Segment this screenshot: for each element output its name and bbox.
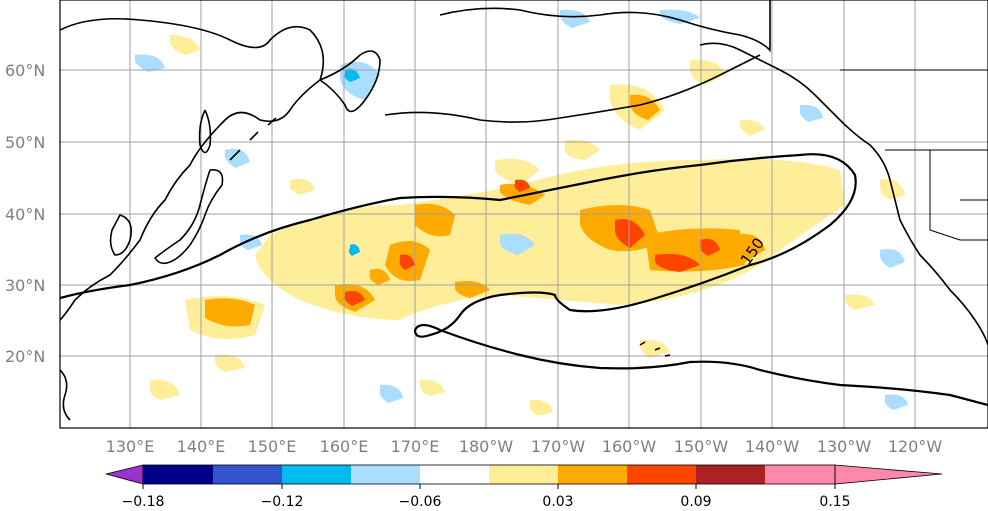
colorbar-segment (696, 465, 765, 484)
colorbar-tick-labels: −0.18 −0.12 −0.06 0.03 0.09 0.15 (122, 494, 851, 510)
lon-label: 140°W (745, 437, 800, 456)
lon-label: 150°E (248, 437, 297, 456)
anomaly-patches-deep-negative (344, 68, 360, 256)
map-area: 150 (60, 0, 988, 428)
map-frame (59, 0, 988, 429)
colorbar-segment (489, 465, 558, 484)
colorbar-ticks (142, 484, 836, 489)
colorbar-tick-label: −0.18 (122, 494, 165, 510)
climatology-contour (60, 153, 988, 407)
colorbar-tick-label: 0.09 (680, 494, 711, 510)
colorbar-segment (282, 465, 351, 484)
colorbar-tick-label: 0.15 (819, 494, 850, 510)
lat-label: 20°N (5, 347, 45, 366)
colorbar-segment (143, 465, 213, 484)
lat-label: 40°N (5, 205, 45, 224)
political-borders (769, 0, 988, 241)
colorbar-segment (765, 465, 835, 484)
lon-label: 180°W (459, 437, 514, 456)
lon-label: 130°W (817, 437, 872, 456)
lon-label: 140°E (177, 437, 226, 456)
lat-label: 60°N (5, 61, 45, 80)
latitude-labels: 60°N 50°N 40°N 30°N 20°N (5, 61, 45, 366)
lon-label: 160°W (602, 437, 657, 456)
colorbar-right-arrow (834, 464, 943, 485)
lon-label: 150°W (674, 437, 729, 456)
anomaly-patches-red (344, 179, 720, 306)
colorbar-tick-label: 0.03 (542, 494, 573, 510)
colorbar-segment (351, 465, 420, 484)
colorbar-segment (627, 465, 696, 484)
longitude-labels: 130°E 140°E 150°E 160°E 170°E 180°W 170°… (106, 437, 943, 456)
lon-label: 120°W (888, 437, 943, 456)
colorbar-segment (558, 465, 627, 484)
colorbar-segment (420, 465, 489, 484)
lat-label: 30°N (5, 276, 45, 295)
colorbar: −0.18 −0.12 −0.06 0.03 0.09 0.15 (105, 464, 943, 510)
coastlines (60, 0, 988, 421)
lon-label: 130°E (106, 437, 155, 456)
lon-label: 170°W (531, 437, 586, 456)
colorbar-tick-label: −0.06 (399, 494, 442, 510)
anomaly-patches-negative (135, 9, 908, 410)
lon-label: 170°E (391, 437, 440, 456)
colorbar-left-arrow (105, 464, 144, 485)
colorbar-tick-label: −0.12 (261, 494, 304, 510)
colorbar-segment (213, 465, 282, 484)
lon-label: 160°E (320, 437, 369, 456)
colorbar-frame (142, 464, 836, 485)
lat-label: 50°N (5, 133, 45, 152)
